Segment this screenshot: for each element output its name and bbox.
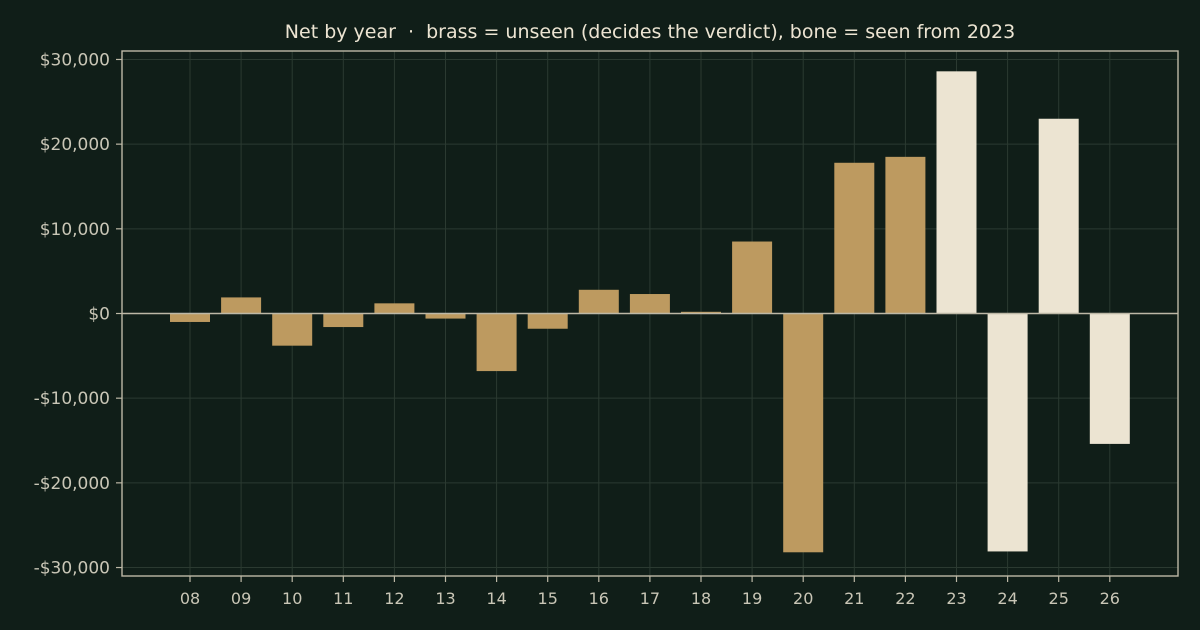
x-tick-label: 18 <box>691 589 711 608</box>
bar-09 <box>221 297 262 314</box>
y-tick-label: -$30,000 <box>34 559 110 579</box>
bar-25 <box>1038 118 1079 314</box>
x-tick-label: 13 <box>435 589 455 608</box>
y-tick-label: -$10,000 <box>34 389 110 409</box>
x-tick-label: 10 <box>282 589 302 608</box>
bar-08 <box>170 313 210 322</box>
x-tick-label: 25 <box>1049 589 1069 608</box>
x-tick-label: 23 <box>946 589 966 608</box>
y-tick-label: -$20,000 <box>34 474 110 494</box>
bar-15 <box>527 313 568 329</box>
bar-24 <box>987 313 1028 552</box>
x-tick-label: 15 <box>538 589 558 608</box>
bar-14 <box>476 313 517 372</box>
x-tick-label: 26 <box>1100 589 1120 608</box>
bars <box>170 71 1130 553</box>
bar-16 <box>578 289 619 314</box>
x-tick-label: 20 <box>793 589 813 608</box>
bar-11 <box>323 313 364 328</box>
bar-13 <box>425 313 466 319</box>
bar-22 <box>885 156 926 314</box>
bar-17 <box>629 294 670 314</box>
bar-19 <box>732 241 773 314</box>
x-tick-label: 12 <box>384 589 404 608</box>
bar-20 <box>783 313 824 553</box>
y-tick-labels: $30,000 $20,000 $10,000 $0 -$10,000 -$20,000 -… <box>34 50 122 579</box>
x-tick-labels: 08 09 10 11 12 13 14 15 16 17 18 19 20 21 22 23 24 25 26 <box>180 576 1120 608</box>
x-tick-label: 22 <box>895 589 915 608</box>
x-tick-label: 16 <box>589 589 609 608</box>
bar-10 <box>272 313 313 346</box>
bar-23 <box>936 71 977 314</box>
x-tick-label: 21 <box>844 589 864 608</box>
bar-12 <box>374 303 415 314</box>
y-tick-label: $20,000 <box>40 135 110 155</box>
y-tick-label: $0 <box>88 305 110 325</box>
bar-21 <box>834 162 875 314</box>
bar-26 <box>1089 313 1130 444</box>
x-tick-label: 09 <box>231 589 251 608</box>
y-tick-label: $30,000 <box>40 50 110 70</box>
y-tick-label: $10,000 <box>40 220 110 240</box>
x-tick-label: 08 <box>180 589 200 608</box>
x-tick-label: 19 <box>742 589 762 608</box>
chart-title: Net by year · brass = unseen (decides th… <box>285 21 1015 43</box>
bar-18 <box>681 311 721 314</box>
x-tick-label: 24 <box>997 589 1017 608</box>
x-tick-label: 17 <box>640 589 660 608</box>
x-tick-label: 14 <box>486 589 506 608</box>
x-tick-label: 11 <box>333 589 353 608</box>
